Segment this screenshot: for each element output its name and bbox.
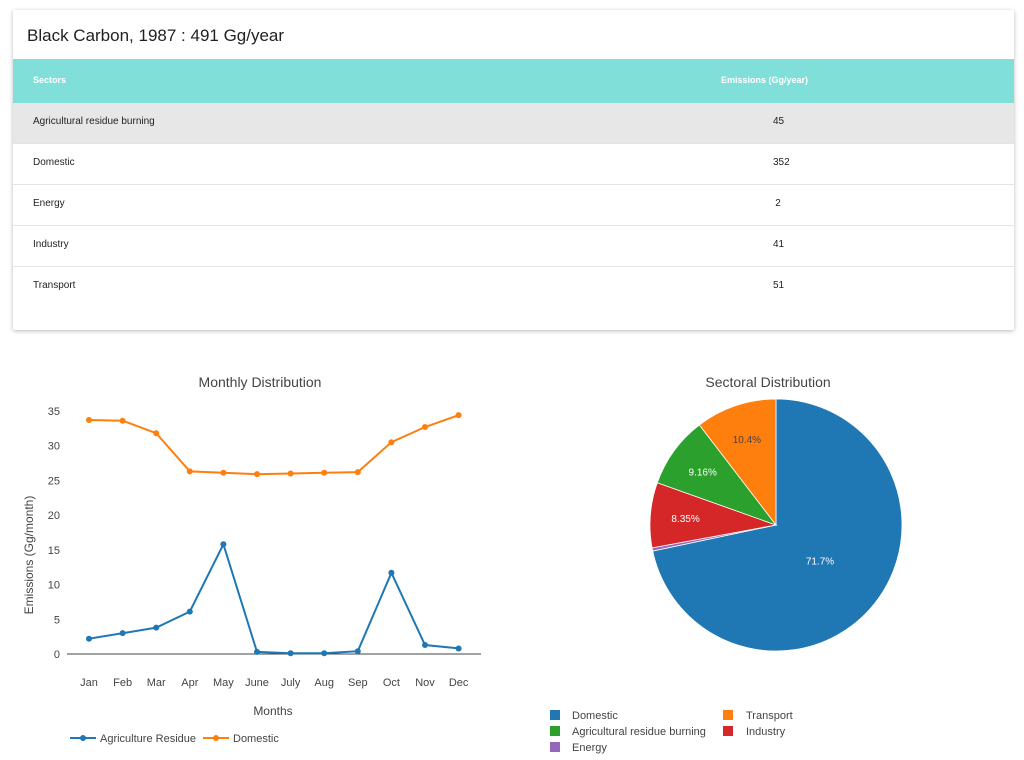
pie-slice[interactable] xyxy=(698,398,777,527)
card-title: Black Carbon, 1987 : 491 Gg/year xyxy=(27,26,285,45)
header-sectors[interactable]: Sectors xyxy=(33,75,67,85)
line-chart-title: Monthly Distribution xyxy=(199,374,322,390)
x-tick-label: Jan xyxy=(80,677,98,689)
pie-slice-label: 8.35% xyxy=(671,514,699,525)
pie-slice-label: 71.7% xyxy=(806,557,834,568)
pie-chart-title: Sectoral Distribution xyxy=(705,374,830,390)
x-tick-label: Nov xyxy=(415,677,435,689)
x-tick-label: Apr xyxy=(181,677,198,689)
data-point[interactable] xyxy=(119,417,126,424)
data-point[interactable] xyxy=(220,541,227,548)
data-point[interactable] xyxy=(321,650,328,657)
x-tick-label: Sep xyxy=(348,677,368,689)
y-tick-label: 35 xyxy=(48,406,60,418)
line-legend: Agriculture Residue Domestic xyxy=(70,733,279,745)
row-emissions: 2 xyxy=(775,198,781,209)
data-point[interactable] xyxy=(153,624,160,631)
legend-domestic-label[interactable]: Domestic xyxy=(572,710,618,722)
row-emissions: 51 xyxy=(773,280,785,291)
row-sector: Agricultural residue burning xyxy=(33,116,155,127)
y-tick-label: 0 xyxy=(54,649,60,661)
data-point[interactable] xyxy=(86,417,92,424)
data-point[interactable] xyxy=(388,439,395,446)
x-tick-label: May xyxy=(213,677,234,689)
y-tick-label: 10 xyxy=(48,580,60,592)
table-row[interactable]: Transport 51 xyxy=(13,267,1014,308)
legend-agriculture-marker xyxy=(80,735,86,741)
data-point[interactable] xyxy=(422,423,428,430)
y-tick-label: 30 xyxy=(48,441,60,453)
x-axis-title: Months xyxy=(253,704,292,718)
data-point[interactable] xyxy=(153,430,160,437)
legend-energy-swatch xyxy=(550,742,560,752)
x-tick-label: Feb xyxy=(113,677,132,689)
x-tick-label: June xyxy=(245,677,269,689)
y-tick-label: 20 xyxy=(48,510,60,522)
pie-slice-label: 10.4% xyxy=(733,435,761,446)
row-emissions: 352 xyxy=(773,157,790,168)
legend-industry-swatch xyxy=(723,726,733,736)
table-row[interactable]: Energy 2 xyxy=(13,185,1014,226)
y-tick-label: 5 xyxy=(54,614,60,626)
legend-agriculture-label[interactable]: Agriculture Residue xyxy=(100,733,196,745)
legend-transport-swatch xyxy=(723,710,733,720)
row-sector: Energy xyxy=(33,198,65,209)
data-point[interactable] xyxy=(254,471,260,478)
legend-energy-label[interactable]: Energy xyxy=(572,742,607,754)
data-point[interactable] xyxy=(287,650,294,657)
pie-slice[interactable] xyxy=(652,398,903,652)
series-line-0 xyxy=(88,541,459,655)
data-point[interactable] xyxy=(254,648,260,655)
data-point[interactable] xyxy=(354,469,361,476)
row-sector: Transport xyxy=(33,280,76,291)
legend-agricultural-swatch xyxy=(550,726,560,736)
data-point[interactable] xyxy=(422,641,428,648)
data-point[interactable] xyxy=(354,648,361,655)
x-tick-label: Aug xyxy=(314,677,334,689)
row-emissions: 41 xyxy=(773,239,785,250)
row-sector: Domestic xyxy=(33,157,75,168)
data-point[interactable] xyxy=(455,645,462,652)
legend-domestic-swatch xyxy=(550,710,560,720)
table-header: Sectors Emissions (Gg/year) xyxy=(13,59,1014,103)
pie-slice-label: 9.16% xyxy=(689,468,717,479)
emissions-summary-card: Black Carbon, 1987 : 491 Gg/year Sectors… xyxy=(13,10,1014,330)
data-point[interactable] xyxy=(119,630,126,637)
row-sector: Industry xyxy=(33,239,69,250)
legend-transport-label[interactable]: Transport xyxy=(746,710,793,722)
monthly-distribution-chart[interactable]: Monthly Distribution Emissions (Gg/month… xyxy=(0,360,510,760)
pie-legend: Domestic Transport Agricultural residue … xyxy=(550,710,793,754)
data-point[interactable] xyxy=(388,569,395,576)
data-point[interactable] xyxy=(186,608,193,615)
data-point[interactable] xyxy=(287,470,294,477)
x-tick-label: July xyxy=(281,677,301,689)
data-point[interactable] xyxy=(86,635,92,642)
table-row[interactable]: Industry 41 xyxy=(13,226,1014,267)
row-emissions: 45 xyxy=(773,116,785,127)
data-point[interactable] xyxy=(321,469,328,476)
table-row[interactable]: Agricultural residue burning 45 xyxy=(13,103,1014,144)
table-row[interactable]: Domestic 352 xyxy=(13,144,1014,185)
data-point[interactable] xyxy=(186,468,193,475)
legend-domestic-marker xyxy=(213,735,219,741)
x-tick-label: Mar xyxy=(147,677,166,689)
legend-agricultural-label[interactable]: Agricultural residue burning xyxy=(572,726,706,738)
sectoral-distribution-chart[interactable]: Sectoral Distribution 71.7% 8.35% 9.16% 10.… xyxy=(520,360,1020,760)
data-point[interactable] xyxy=(220,469,227,476)
legend-domestic-label[interactable]: Domestic xyxy=(233,733,279,745)
y-axis-title: Emissions (Gg/month) xyxy=(22,496,36,615)
header-emissions[interactable]: Emissions (Gg/year) xyxy=(721,75,809,85)
y-tick-label: 15 xyxy=(48,545,60,557)
x-tick-label: Oct xyxy=(383,677,400,689)
x-tick-label: Dec xyxy=(449,677,469,689)
y-tick-label: 25 xyxy=(48,475,60,487)
data-point[interactable] xyxy=(455,412,462,419)
series-line-1 xyxy=(88,414,459,476)
legend-industry-label[interactable]: Industry xyxy=(746,726,786,738)
